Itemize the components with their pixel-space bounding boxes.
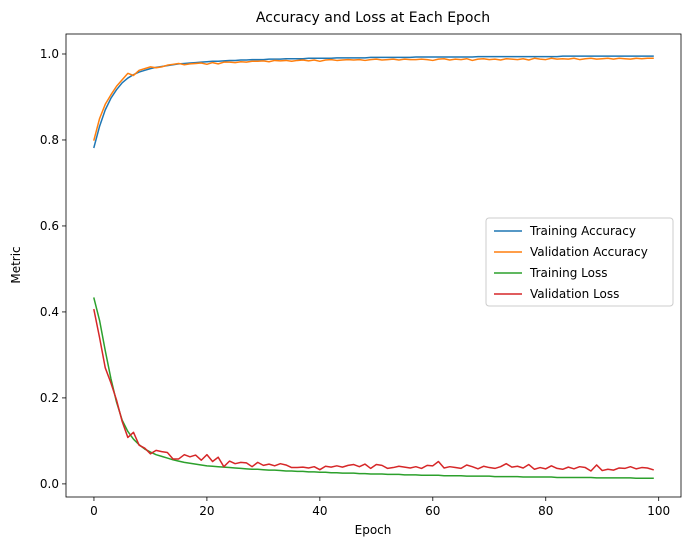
- legend-label-1: Validation Accuracy: [530, 245, 648, 259]
- legend-label-3: Validation Loss: [530, 287, 619, 301]
- x-tick-label: 0: [90, 504, 98, 518]
- y-tick-label: 0.4: [40, 305, 59, 319]
- x-axis-label: Epoch: [355, 523, 392, 537]
- y-tick-label: 1.0: [40, 47, 59, 61]
- legend: Training Accuracy Validation Accuracy Trai…: [485, 217, 674, 307]
- x-tick-label: 80: [538, 504, 553, 518]
- y-axis-label: Metric: [9, 246, 23, 283]
- series-line-3: [93, 308, 654, 472]
- x-tick-label: 20: [199, 504, 214, 518]
- y-tick-label: 0.8: [40, 133, 59, 147]
- x-tick-label: 40: [312, 504, 327, 518]
- legend-box: [485, 217, 674, 307]
- series-line-2: [93, 297, 654, 480]
- series-line-1: [93, 57, 654, 141]
- y-tick-label: 0.6: [40, 219, 59, 233]
- axes-frame: [65, 33, 682, 498]
- legend-label-2: Training Loss: [529, 266, 607, 280]
- series-layer: [93, 55, 654, 480]
- y-axis: 0.0 0.2 0.4 0.6 0.8 1.0: [40, 47, 66, 491]
- legend-label-0: Training Accuracy: [529, 224, 636, 238]
- y-tick-label: 0.0: [40, 477, 59, 491]
- x-axis: 0 20 40 60 80 100: [90, 497, 670, 518]
- y-tick-label: 0.2: [40, 391, 59, 405]
- chart-title: Accuracy and Loss at Each Epoch: [256, 10, 490, 26]
- x-tick-label: 100: [647, 504, 670, 518]
- x-tick-label: 60: [425, 504, 440, 518]
- series-line-0: [93, 55, 654, 149]
